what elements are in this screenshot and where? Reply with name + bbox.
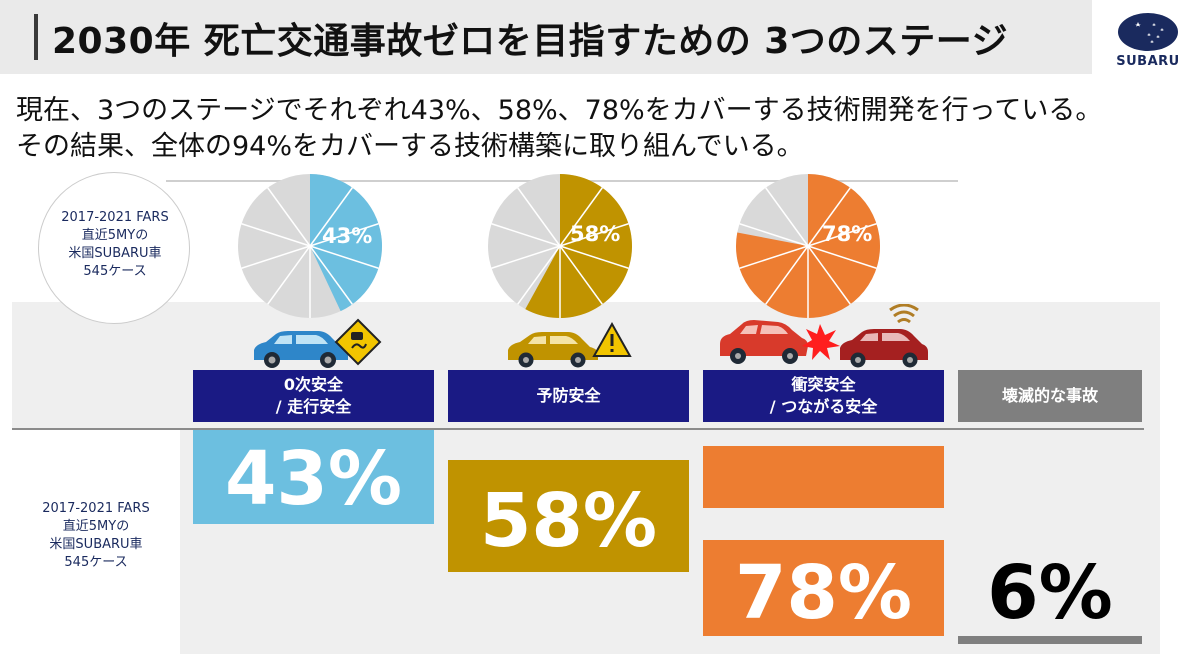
source-line: 545ケース — [83, 264, 147, 279]
pie-divider — [309, 223, 379, 247]
page-title: 2030年 死亡交通事故ゼロを目指すための 3つのステージ — [52, 21, 1009, 62]
subaru-logo: SUBARU — [1102, 10, 1194, 70]
pie-divider — [559, 245, 629, 269]
source-line: 2017-2021 FARS — [42, 501, 150, 516]
stage-header-line: 予防安全 — [536, 386, 601, 405]
source-line: 米国SUBARU車 — [68, 246, 162, 261]
pie-divider — [267, 245, 311, 305]
pie-divider — [491, 245, 561, 269]
coverage-value-stage-1: 43% — [224, 436, 403, 522]
stage-header-4: 壊滅的な事故 — [958, 370, 1142, 422]
pie-label-stage-1: 43% — [322, 224, 373, 248]
pie-divider — [491, 223, 561, 247]
source-note-circle: 2017-2021 FARS 直近5MYの 米国SUBARU車 545ケース — [39, 209, 191, 281]
pie-divider — [309, 245, 379, 269]
coverage-value-stage-4: 6% — [987, 550, 1113, 636]
pie-divider — [309, 187, 353, 247]
pie-divider — [559, 245, 603, 305]
title-accent-bar — [34, 14, 38, 60]
pie-divider — [517, 245, 561, 305]
coverage-value-stage-3: 78% — [734, 550, 913, 636]
coverage-bar-stage-4 — [958, 636, 1142, 644]
source-line: 米国SUBARU車 — [49, 537, 143, 552]
logo-text: SUBARU — [1116, 54, 1180, 69]
source-line: 545ケース — [64, 555, 128, 570]
pie-divider — [807, 223, 877, 247]
pie-divider — [739, 223, 809, 247]
coverage-value-stage-2: 58% — [479, 478, 658, 564]
coverage-bar-stage-1: 43% — [193, 430, 434, 524]
source-note-left: 2017-2021 FARS 直近5MYの 米国SUBARU車 545ケース — [14, 500, 178, 572]
subtitle-line-2: その結果、全体の94%をカバーする技術構築に取り組んでいる。 — [16, 131, 804, 162]
pie-coverage-slice — [525, 174, 633, 318]
coverage-pie-stage-3 — [736, 174, 881, 318]
stage-header-1: 0次安全 / 走行安全 — [193, 370, 434, 422]
car-crash-connected-icon — [720, 304, 928, 368]
pie-divider — [807, 245, 851, 305]
pie-divider — [765, 187, 809, 247]
pie-divider — [241, 245, 311, 269]
source-strip — [12, 430, 180, 654]
stage-header-line: / つながる安全 — [769, 397, 878, 416]
source-line: 直近5MYの — [81, 228, 149, 243]
pie-divider — [517, 187, 561, 247]
stage-header-line: 衝突安全 — [791, 375, 856, 394]
title-bar: 2030年 死亡交通事故ゼロを目指すための 3つのステージ — [0, 0, 1092, 74]
pie-divider — [267, 187, 311, 247]
coverage-pie-stage-2 — [488, 174, 633, 318]
coverage-bar-stage-3-upper — [703, 446, 944, 508]
pie-divider — [559, 187, 603, 247]
stage-header-2: 予防安全 — [448, 370, 689, 422]
source-circle: 2017-2021 FARS 直近5MYの 米国SUBARU車 545ケース — [38, 172, 190, 324]
stage-header-line: 0次安全 — [283, 375, 344, 394]
coverage-bar-stage-3: 78% — [703, 540, 944, 636]
subaru-emblem-icon — [1118, 13, 1178, 51]
stage-header-3: 衝突安全 / つながる安全 — [703, 370, 944, 422]
pie-divider — [739, 245, 809, 269]
pie-coverage-slice — [310, 174, 383, 312]
stage-header-line: 壊滅的な事故 — [1001, 386, 1098, 405]
pie-divider — [241, 223, 311, 247]
pie-divider — [765, 245, 809, 305]
pie-label-stage-3: 78% — [822, 222, 873, 246]
pie-divider — [807, 187, 851, 247]
source-line: 直近5MYの — [62, 519, 130, 534]
coverage-pie-stage-1 — [238, 174, 383, 318]
pie-divider — [807, 245, 877, 269]
pie-divider — [559, 223, 629, 247]
coverage-bar-stage-2: 58% — [448, 460, 689, 572]
car-slippery-road-warning-icon — [254, 318, 382, 368]
stage-header-line: / 走行安全 — [275, 397, 352, 416]
pie-label-stage-2: 58% — [570, 222, 621, 246]
pie-divider — [309, 245, 353, 305]
car-warning-triangle-icon — [508, 321, 632, 368]
source-line: 2017-2021 FARS — [61, 210, 169, 225]
panel-divider — [12, 428, 1144, 430]
subtitle-line-1: 現在、3つのステージでそれぞれ43%、58%、78%をカバーする技術開発を行って… — [16, 95, 1103, 126]
